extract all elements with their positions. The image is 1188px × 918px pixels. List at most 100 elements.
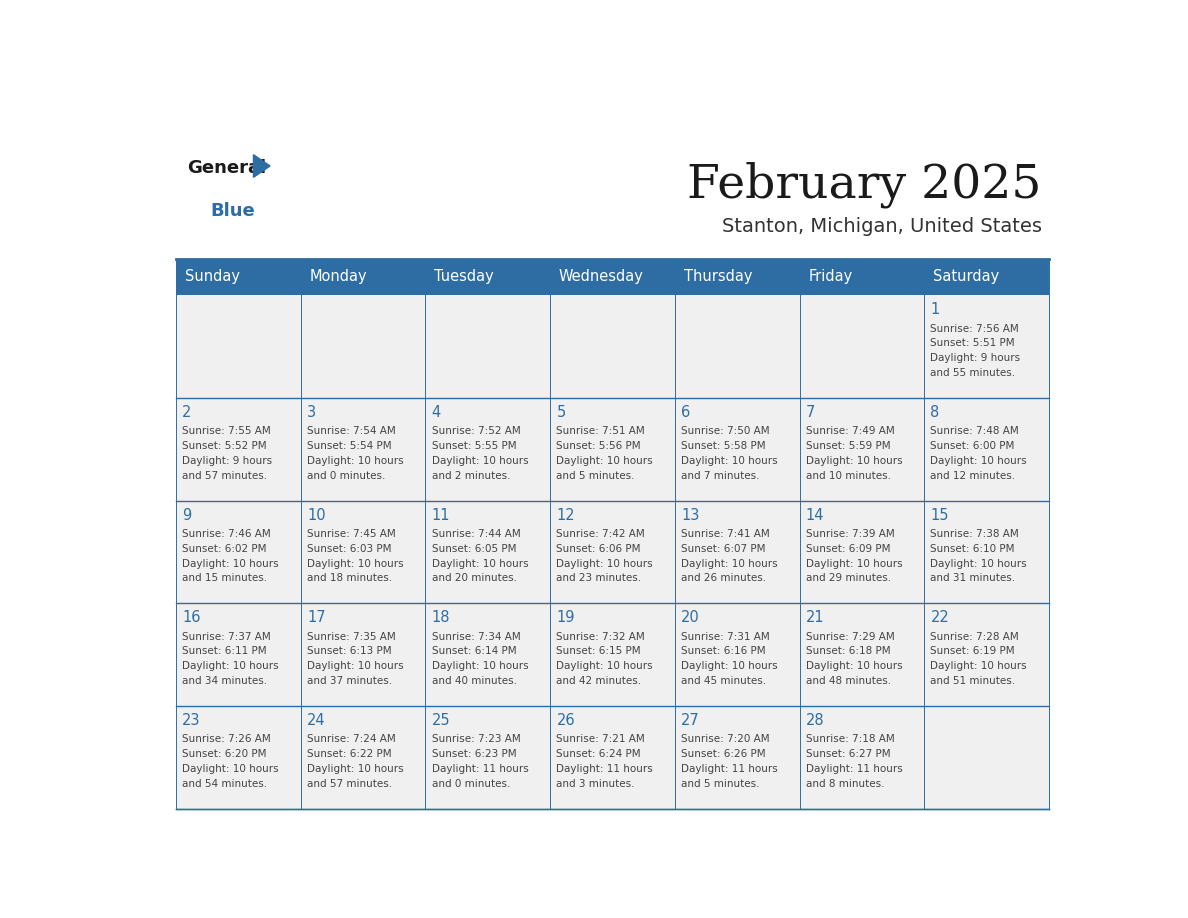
Text: Sunset: 6:10 PM: Sunset: 6:10 PM (930, 543, 1015, 554)
Text: Sunset: 6:06 PM: Sunset: 6:06 PM (556, 543, 640, 554)
Text: 5: 5 (556, 405, 565, 420)
FancyBboxPatch shape (301, 706, 425, 809)
Text: Sunset: 6:14 PM: Sunset: 6:14 PM (431, 646, 517, 656)
Text: Sunset: 6:24 PM: Sunset: 6:24 PM (556, 749, 642, 759)
Text: Sunrise: 7:26 AM: Sunrise: 7:26 AM (182, 734, 271, 744)
Text: Sunset: 6:23 PM: Sunset: 6:23 PM (431, 749, 517, 759)
Text: 21: 21 (805, 610, 824, 625)
Text: Sunrise: 7:24 AM: Sunrise: 7:24 AM (307, 734, 396, 744)
Text: 11: 11 (431, 508, 450, 522)
Text: 22: 22 (930, 610, 949, 625)
Text: Sunrise: 7:21 AM: Sunrise: 7:21 AM (556, 734, 645, 744)
Text: Monday: Monday (310, 270, 367, 285)
Text: Sunset: 6:11 PM: Sunset: 6:11 PM (182, 646, 267, 656)
Text: Sunrise: 7:37 AM: Sunrise: 7:37 AM (182, 632, 271, 642)
Text: Sunrise: 7:42 AM: Sunrise: 7:42 AM (556, 529, 645, 539)
Polygon shape (253, 155, 270, 177)
Text: Sunset: 5:52 PM: Sunset: 5:52 PM (182, 442, 267, 451)
FancyBboxPatch shape (176, 296, 301, 398)
Text: Daylight: 10 hours: Daylight: 10 hours (930, 558, 1028, 568)
Text: Sunset: 6:16 PM: Sunset: 6:16 PM (681, 646, 766, 656)
FancyBboxPatch shape (425, 259, 550, 296)
FancyBboxPatch shape (425, 296, 550, 398)
Text: Sunrise: 7:34 AM: Sunrise: 7:34 AM (431, 632, 520, 642)
Text: Blue: Blue (210, 202, 255, 220)
Text: Sunrise: 7:35 AM: Sunrise: 7:35 AM (307, 632, 396, 642)
Text: and 37 minutes.: and 37 minutes. (307, 676, 392, 686)
Text: Daylight: 10 hours: Daylight: 10 hours (431, 456, 529, 466)
Text: and 3 minutes.: and 3 minutes. (556, 778, 634, 789)
Text: Daylight: 11 hours: Daylight: 11 hours (805, 764, 903, 774)
FancyBboxPatch shape (425, 398, 550, 500)
Text: General: General (188, 160, 266, 177)
Text: Sunset: 5:56 PM: Sunset: 5:56 PM (556, 442, 642, 451)
FancyBboxPatch shape (924, 500, 1049, 603)
Text: Sunset: 5:51 PM: Sunset: 5:51 PM (930, 339, 1015, 349)
Text: Saturday: Saturday (933, 270, 999, 285)
FancyBboxPatch shape (550, 296, 675, 398)
Text: and 20 minutes.: and 20 minutes. (431, 574, 517, 584)
Text: Daylight: 10 hours: Daylight: 10 hours (681, 558, 778, 568)
FancyBboxPatch shape (800, 259, 924, 296)
Text: 27: 27 (681, 713, 700, 728)
FancyBboxPatch shape (176, 603, 301, 706)
Text: Daylight: 10 hours: Daylight: 10 hours (182, 558, 279, 568)
FancyBboxPatch shape (176, 259, 301, 296)
Text: and 40 minutes.: and 40 minutes. (431, 676, 517, 686)
Text: Sunset: 6:26 PM: Sunset: 6:26 PM (681, 749, 766, 759)
Text: Sunset: 6:02 PM: Sunset: 6:02 PM (182, 543, 267, 554)
Text: 10: 10 (307, 508, 326, 522)
Text: 7: 7 (805, 405, 815, 420)
Text: Sunrise: 7:18 AM: Sunrise: 7:18 AM (805, 734, 895, 744)
Text: Sunset: 5:55 PM: Sunset: 5:55 PM (431, 442, 517, 451)
FancyBboxPatch shape (425, 500, 550, 603)
Text: Sunrise: 7:55 AM: Sunrise: 7:55 AM (182, 426, 271, 436)
FancyBboxPatch shape (425, 603, 550, 706)
FancyBboxPatch shape (301, 296, 425, 398)
Text: 16: 16 (182, 610, 201, 625)
Text: and 34 minutes.: and 34 minutes. (182, 676, 267, 686)
Text: Sunset: 6:13 PM: Sunset: 6:13 PM (307, 646, 392, 656)
Text: Daylight: 9 hours: Daylight: 9 hours (182, 456, 272, 466)
Text: Sunrise: 7:38 AM: Sunrise: 7:38 AM (930, 529, 1019, 539)
Text: Sunrise: 7:44 AM: Sunrise: 7:44 AM (431, 529, 520, 539)
Text: and 45 minutes.: and 45 minutes. (681, 676, 766, 686)
Text: Daylight: 10 hours: Daylight: 10 hours (930, 661, 1028, 671)
FancyBboxPatch shape (550, 398, 675, 500)
Text: 17: 17 (307, 610, 326, 625)
Text: 14: 14 (805, 508, 824, 522)
Text: Sunset: 6:18 PM: Sunset: 6:18 PM (805, 646, 891, 656)
Text: Daylight: 10 hours: Daylight: 10 hours (182, 661, 279, 671)
Text: 23: 23 (182, 713, 201, 728)
Text: 24: 24 (307, 713, 326, 728)
Text: Daylight: 10 hours: Daylight: 10 hours (307, 558, 404, 568)
Text: and 5 minutes.: and 5 minutes. (556, 471, 634, 481)
Text: Daylight: 10 hours: Daylight: 10 hours (805, 456, 903, 466)
FancyBboxPatch shape (800, 706, 924, 809)
FancyBboxPatch shape (924, 706, 1049, 809)
FancyBboxPatch shape (924, 259, 1049, 296)
Text: Sunrise: 7:20 AM: Sunrise: 7:20 AM (681, 734, 770, 744)
Text: Daylight: 9 hours: Daylight: 9 hours (930, 353, 1020, 364)
Text: and 57 minutes.: and 57 minutes. (307, 778, 392, 789)
Text: and 31 minutes.: and 31 minutes. (930, 574, 1016, 584)
Text: and 51 minutes.: and 51 minutes. (930, 676, 1016, 686)
Text: Sunrise: 7:51 AM: Sunrise: 7:51 AM (556, 426, 645, 436)
Text: Sunset: 6:19 PM: Sunset: 6:19 PM (930, 646, 1015, 656)
FancyBboxPatch shape (550, 259, 675, 296)
Text: 2: 2 (182, 405, 191, 420)
Text: and 15 minutes.: and 15 minutes. (182, 574, 267, 584)
Text: Sunrise: 7:56 AM: Sunrise: 7:56 AM (930, 324, 1019, 333)
Text: 12: 12 (556, 508, 575, 522)
Text: Sunset: 6:27 PM: Sunset: 6:27 PM (805, 749, 891, 759)
Text: February 2025: February 2025 (687, 162, 1042, 207)
Text: Friday: Friday (808, 270, 853, 285)
Text: Sunrise: 7:41 AM: Sunrise: 7:41 AM (681, 529, 770, 539)
Text: Stanton, Michigan, United States: Stanton, Michigan, United States (721, 218, 1042, 236)
Text: Daylight: 10 hours: Daylight: 10 hours (556, 661, 653, 671)
Text: Daylight: 11 hours: Daylight: 11 hours (431, 764, 529, 774)
Text: 1: 1 (930, 302, 940, 318)
Text: 25: 25 (431, 713, 450, 728)
Text: Daylight: 10 hours: Daylight: 10 hours (556, 558, 653, 568)
Text: Sunrise: 7:52 AM: Sunrise: 7:52 AM (431, 426, 520, 436)
